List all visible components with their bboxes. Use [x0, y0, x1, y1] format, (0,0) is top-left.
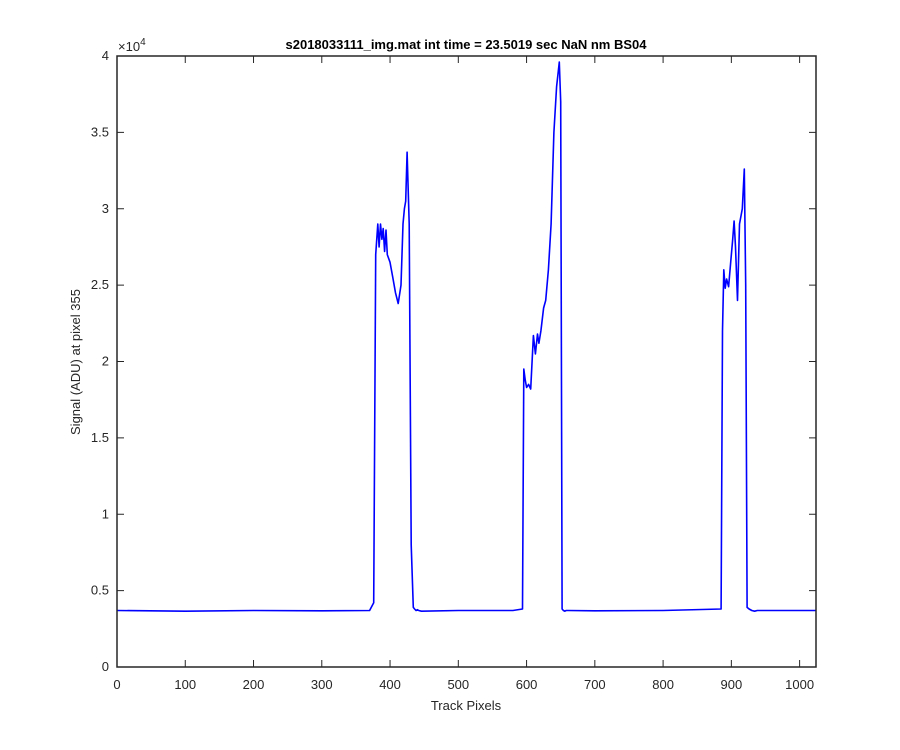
- x-tick-label: 800: [652, 677, 674, 692]
- chart-title: s2018033111_img.mat int time = 23.5019 s…: [286, 37, 648, 52]
- x-tick-label: 500: [447, 677, 469, 692]
- x-tick-label: 1000: [785, 677, 814, 692]
- y-exponent-base: ×10: [118, 39, 140, 54]
- y-tick-label: 3.5: [91, 124, 109, 139]
- x-tick-label: 0: [113, 677, 120, 692]
- y-axis-ticks: 0 0.5 1 1.5 2 2.5 3 3.5 4: [91, 48, 816, 674]
- plot-series: [116, 61, 816, 613]
- y-tick-label: 0: [102, 659, 109, 674]
- x-tick-label: 700: [584, 677, 606, 692]
- y-axis-label: Signal (ADU) at pixel 355: [68, 289, 83, 435]
- y-tick-label: 4: [102, 48, 109, 63]
- x-axis-ticks: 0 100 200 300 400 500 600 700 800 900 1000: [113, 56, 814, 692]
- x-tick-label: 400: [379, 677, 401, 692]
- y-exponent-power: 4: [140, 37, 146, 48]
- y-tick-label: 2: [102, 354, 109, 369]
- y-tick-label: 0.5: [91, 583, 109, 598]
- x-tick-label: 900: [721, 677, 743, 692]
- x-tick-label: 200: [243, 677, 265, 692]
- x-axis-label: Track Pixels: [431, 698, 502, 713]
- y-axis-exponent: ×104: [118, 37, 146, 54]
- y-tick-label: 3: [102, 201, 109, 216]
- x-tick-label: 300: [311, 677, 333, 692]
- x-tick-label: 100: [174, 677, 196, 692]
- y-tick-label: 1.5: [91, 430, 109, 445]
- plot-area-frame: [116, 55, 817, 668]
- y-tick-label: 1: [102, 506, 109, 521]
- x-tick-label: 600: [516, 677, 538, 692]
- signal-series-line: [116, 61, 816, 613]
- y-tick-label: 2.5: [91, 277, 109, 292]
